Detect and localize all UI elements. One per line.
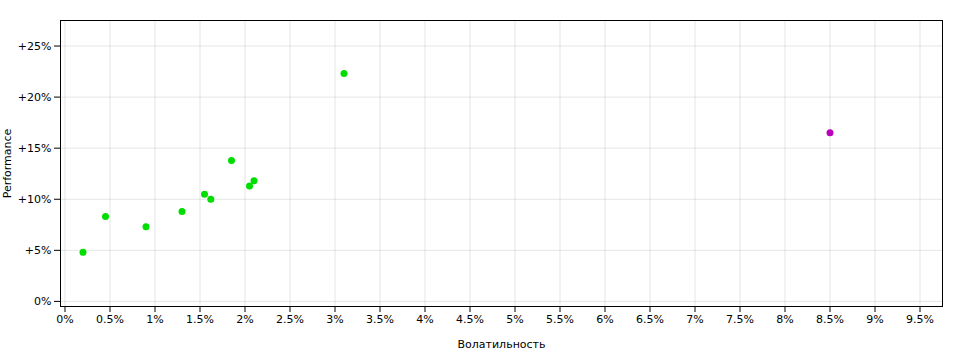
svg-text:Волатильность: Волатильность [458, 338, 546, 350]
svg-text:9%: 9% [866, 313, 883, 326]
svg-text:+10%: +10% [18, 193, 52, 206]
svg-text:5.5%: 5.5% [546, 313, 574, 326]
svg-text:8.5%: 8.5% [816, 313, 844, 326]
svg-text:Performance: Performance [1, 128, 14, 198]
svg-text:0%: 0% [56, 313, 73, 326]
svg-text:+20%: +20% [18, 91, 52, 104]
svg-text:4%: 4% [416, 313, 433, 326]
svg-text:0.5%: 0.5% [96, 313, 124, 326]
svg-text:+25%: +25% [18, 40, 52, 53]
svg-text:8%: 8% [776, 313, 793, 326]
svg-text:6.5%: 6.5% [636, 313, 664, 326]
svg-text:1%: 1% [146, 313, 163, 326]
svg-text:7.5%: 7.5% [726, 313, 754, 326]
svg-text:3%: 3% [326, 313, 343, 326]
svg-text:7%: 7% [686, 313, 703, 326]
svg-text:3.5%: 3.5% [366, 313, 394, 326]
svg-text:2.5%: 2.5% [276, 313, 304, 326]
svg-text:0%: 0% [34, 295, 51, 308]
svg-text:+15%: +15% [18, 142, 52, 155]
svg-text:1.5%: 1.5% [186, 313, 214, 326]
svg-text:5%: 5% [506, 313, 523, 326]
svg-text:6%: 6% [596, 313, 613, 326]
svg-text:2%: 2% [236, 313, 253, 326]
svg-text:9.5%: 9.5% [906, 313, 934, 326]
svg-text:4.5%: 4.5% [456, 313, 484, 326]
svg-text:+5%: +5% [25, 244, 52, 257]
